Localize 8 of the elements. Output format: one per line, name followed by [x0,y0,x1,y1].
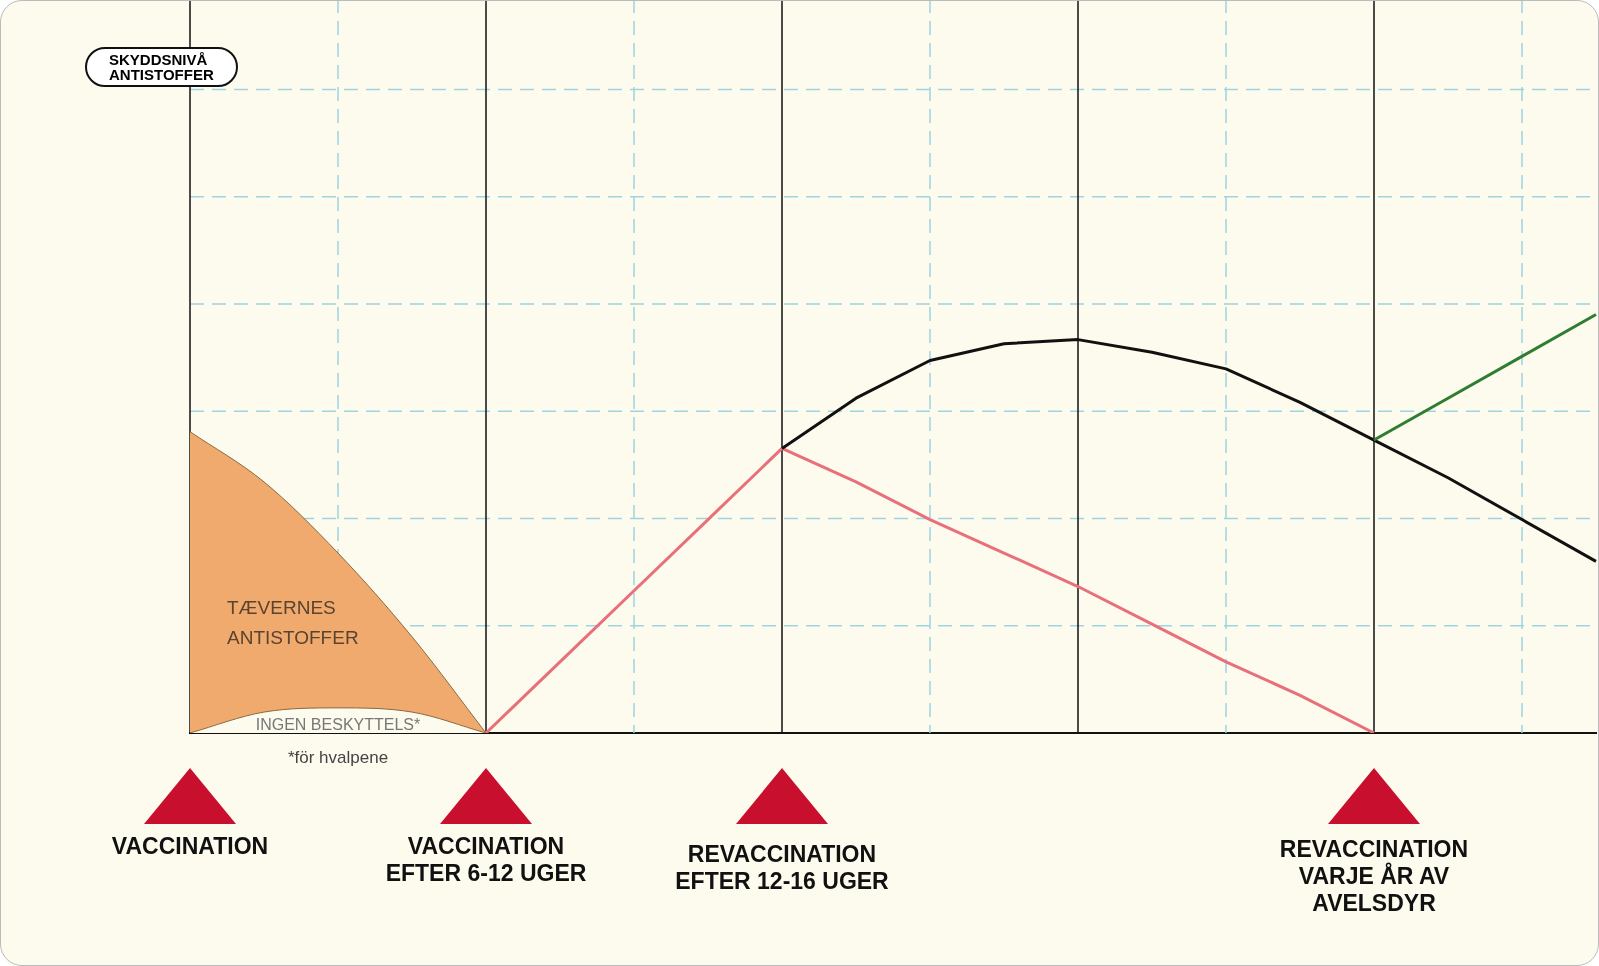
annotation: TÆVERNES ANTISTOFFER [227,596,359,650]
text: VACCINATION EFTER 6-12 UGER [385,833,587,887]
annotation: INGEN BESKYTTELS* [255,715,421,735]
text: REVACCINATION VARJE ÅR AV AVELSDYR [1279,836,1469,917]
text: SKYDDSNIVÅ ANTISTOFFER [85,47,238,87]
text: *för hvalpene [287,747,389,769]
text: VACCINATION [111,833,269,860]
text: REVACCINATION EFTER 12-16 UGER [675,841,889,895]
